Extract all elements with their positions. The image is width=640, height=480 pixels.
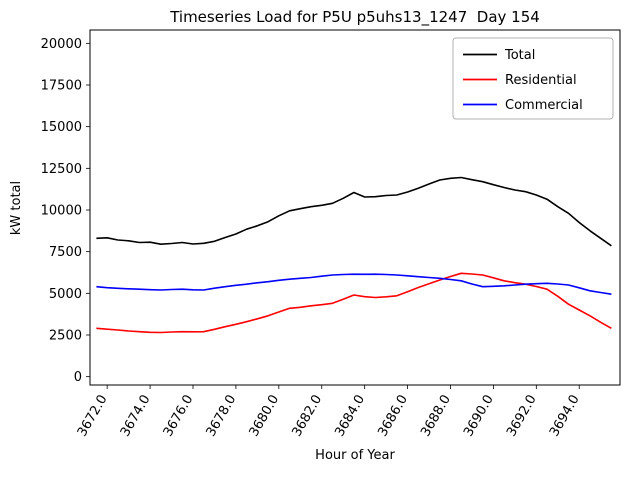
legend: Total Residential Commercial — [452, 37, 614, 120]
y-tick-label: 10000 — [41, 204, 82, 219]
y-tick-label: 15000 — [41, 120, 82, 135]
legend-box — [452, 37, 614, 120]
x-tick-label: 3684.0 — [332, 393, 368, 440]
y-tick-label: 0 — [74, 370, 82, 385]
y-tick-label: 7500 — [49, 245, 82, 260]
x-tick-label: 3676.0 — [161, 393, 197, 440]
series-line-total — [96, 176, 612, 247]
y-tick-label: 5000 — [49, 287, 82, 302]
series-line-commercial — [96, 273, 612, 295]
x-tick-label: 3672.0 — [75, 393, 111, 440]
y-tick-label: 2500 — [49, 329, 82, 344]
x-tick-label: 3678.0 — [204, 393, 240, 440]
x-tick-label: 3680.0 — [247, 393, 283, 440]
x-tick-label: 3690.0 — [461, 393, 497, 440]
y-tick-label: 17500 — [41, 79, 82, 94]
x-tick-label: 3686.0 — [375, 393, 411, 440]
x-tick-label: 3674.0 — [118, 393, 154, 440]
y-axis-label: kW total — [9, 181, 24, 235]
chart-title: Timeseries Load for P5U p5uhs13_1247 Day… — [169, 8, 540, 27]
series-line-residential — [96, 272, 612, 334]
x-tick-label: 3694.0 — [547, 393, 583, 440]
legend-label-residential: Residential — [505, 73, 577, 88]
y-tick-label: 20000 — [41, 37, 82, 52]
x-tick-label: 3688.0 — [418, 393, 454, 440]
x-tick-label: 3682.0 — [289, 393, 325, 440]
x-tick-label: 3692.0 — [504, 393, 540, 440]
legend-label-total: Total — [504, 48, 535, 63]
y-tick-label: 12500 — [41, 162, 82, 177]
legend-label-commercial: Commercial — [505, 98, 583, 113]
axes-spines — [89, 29, 621, 386]
x-axis-label: Hour of Year — [315, 448, 395, 463]
